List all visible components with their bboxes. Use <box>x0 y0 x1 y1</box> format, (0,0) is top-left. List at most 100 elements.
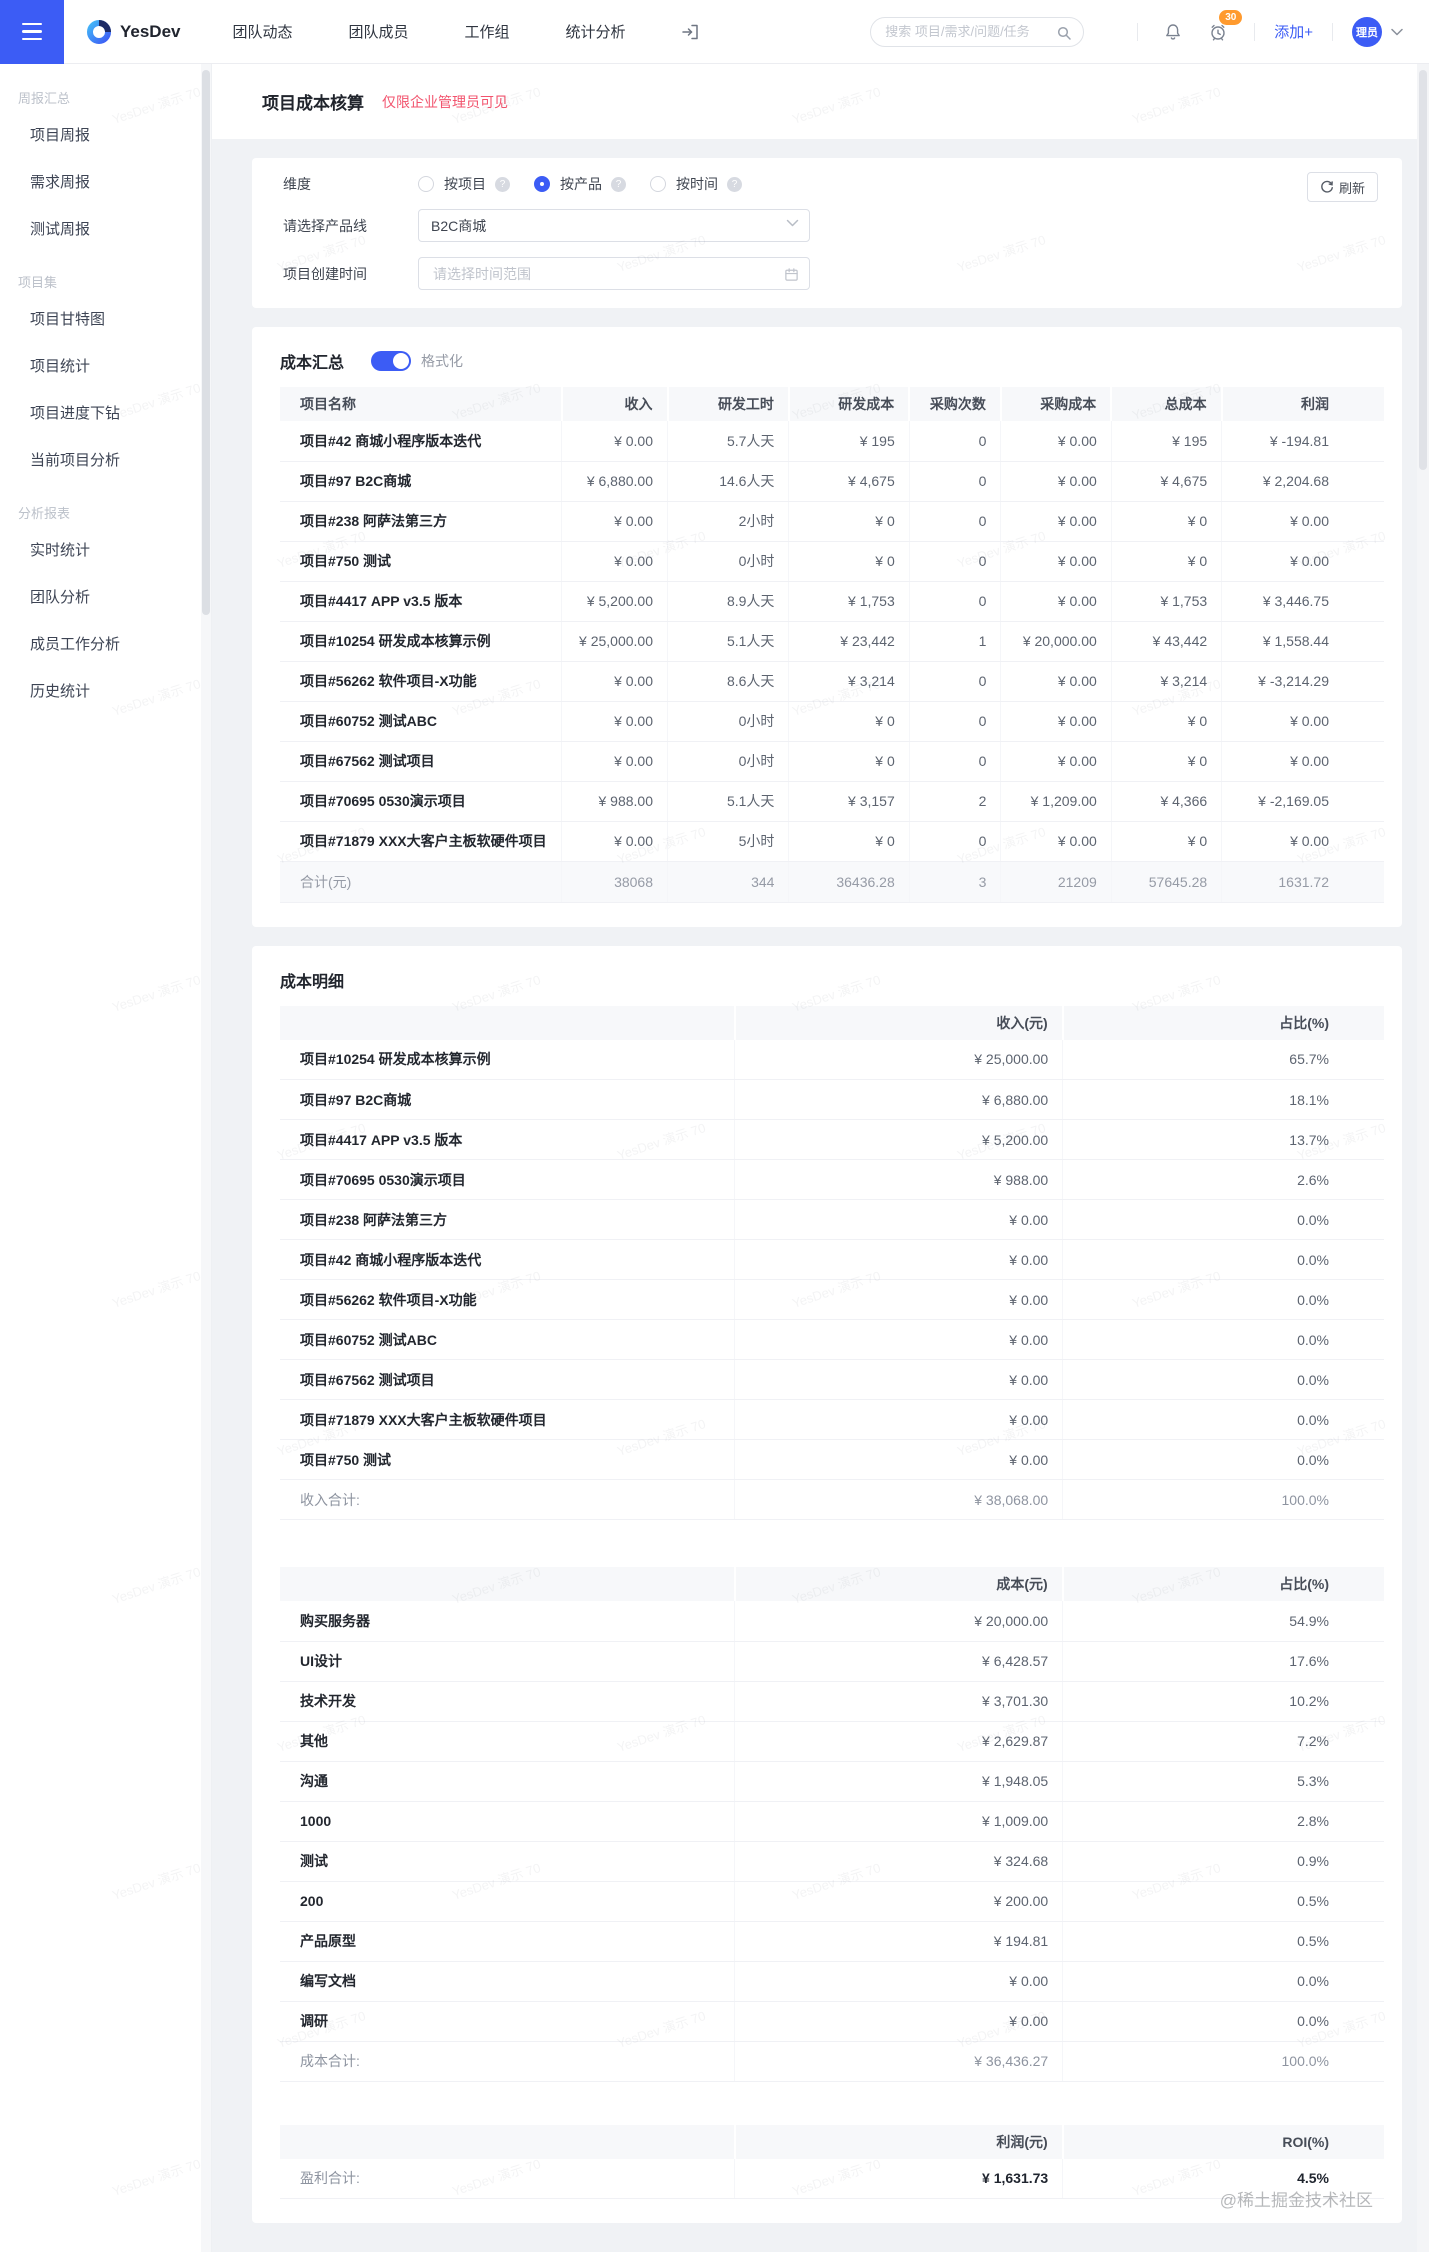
sidebar-item[interactable]: 项目周报 <box>30 127 91 144</box>
notification-bell-icon[interactable] <box>1163 22 1183 42</box>
table-cell: ¥ 0.00 <box>561 741 668 782</box>
column-header: 占比(%) <box>1062 1567 1384 1601</box>
table-cell: ¥ 0.00 <box>561 821 668 862</box>
sidebar-scrollbar-track[interactable] <box>201 64 211 2252</box>
sidebar-item[interactable]: 需求周报 <box>30 174 91 191</box>
table-row: 项目#10254 研发成本核算示例 ¥ 25,000.00 5.1人天 ¥ 23,44… <box>280 621 1384 662</box>
table-cell: 合计(元) <box>280 861 563 903</box>
table-cell: 2 <box>909 781 1002 822</box>
dimension-radio[interactable]: 按产品? <box>534 174 626 194</box>
table-header-row: 成本(元) 占比(%) <box>280 1567 1384 1601</box>
table-cell: 0小时 <box>667 741 790 782</box>
refresh-button[interactable]: 刷新 <box>1306 172 1378 202</box>
nav-menu-item[interactable]: 团队成员 <box>348 24 409 41</box>
nav-menu-item[interactable]: 统计分析 <box>565 24 626 41</box>
table-cell: 57645.28 <box>1111 861 1223 903</box>
table-cell: ¥ 0 <box>1111 821 1223 862</box>
table-cell: 0.5% <box>1062 1881 1384 1922</box>
table-cell: ¥ 5,200.00 <box>561 581 668 622</box>
time-row: 项目创建时间 <box>283 257 1378 290</box>
column-header: 项目名称 <box>280 387 563 421</box>
table-cell: ¥ 0.00 <box>561 501 668 542</box>
radio-icon[interactable] <box>418 176 434 192</box>
column-header: ROI(%) <box>1062 2124 1384 2159</box>
date-range-input[interactable] <box>418 257 810 290</box>
page-scrollbar-track[interactable] <box>1417 64 1429 2252</box>
table-header-row: 利润(元) ROI(%) <box>280 2124 1384 2159</box>
radio-icon[interactable] <box>650 176 666 192</box>
table-cell: ¥ 0 <box>788 541 910 582</box>
table-cell: ¥ -194.81 <box>1221 421 1384 462</box>
table-cell: ¥ 3,214 <box>1111 661 1223 702</box>
table-cell: ¥ 0.00 <box>734 1359 1064 1400</box>
sidebar-item[interactable]: 当前项目分析 <box>30 452 121 469</box>
table-cell: 5.3% <box>1062 1761 1384 1802</box>
table-cell: 其他 <box>280 1721 736 1762</box>
help-icon[interactable]: ? <box>727 176 742 192</box>
app-logo[interactable]: YesDev <box>86 19 181 45</box>
sidebar-item[interactable]: 项目统计 <box>30 358 91 375</box>
sidebar-item[interactable]: 项目甘特图 <box>30 311 106 328</box>
global-search[interactable] <box>870 16 1085 47</box>
radio-label: 按产品 <box>560 176 602 192</box>
table-row: 项目#4417 APP v3.5 版本 ¥ 5,200.00 8.9人天 ¥ 1,75… <box>280 581 1384 622</box>
format-toggle[interactable] <box>371 351 412 371</box>
exit-fullscreen-icon[interactable] <box>680 22 700 42</box>
table-row: 项目#10254 研发成本核算示例 ¥ 25,000.00 65.7% <box>280 1039 1384 1080</box>
help-icon[interactable]: ? <box>495 176 510 192</box>
help-icon[interactable]: ? <box>611 176 626 192</box>
sidebar-item[interactable]: 成员工作分析 <box>30 636 121 653</box>
table-cell: ¥ 1,753 <box>1111 581 1223 622</box>
date-range-field[interactable] <box>431 264 797 283</box>
sidebar-scrollbar-thumb[interactable] <box>202 70 210 615</box>
nav-menu-item[interactable]: 工作组 <box>464 24 510 41</box>
table-cell: 200 <box>280 1881 736 1922</box>
table-cell: ¥ 0.00 <box>1000 501 1112 542</box>
created-time-label: 项目创建时间 <box>283 265 367 282</box>
sidebar-item[interactable]: 测试周报 <box>30 221 91 238</box>
page-scrollbar-thumb[interactable] <box>1419 70 1427 470</box>
table-cell: ¥ 0.00 <box>1221 821 1384 862</box>
sidebar-item[interactable]: 实时统计 <box>30 542 91 559</box>
avatar[interactable]: 理员 <box>1352 16 1382 47</box>
navbar-right: 30 添加+ 理员 <box>870 9 1429 47</box>
reminder-clock-icon[interactable]: 30 <box>1207 9 1243 43</box>
user-menu[interactable]: 理员 <box>1352 16 1403 47</box>
sidebar-item[interactable]: 项目进度下钻 <box>30 405 121 422</box>
divider <box>1332 22 1333 41</box>
refresh-icon <box>1321 180 1333 193</box>
table-cell: ¥ 6,880.00 <box>734 1079 1064 1120</box>
table-cell: ¥ 3,214 <box>788 661 910 702</box>
table-row: 项目#70695 0530演示项目 ¥ 988.00 2.6% <box>280 1159 1384 1200</box>
table-cell: ¥ 4,366 <box>1111 781 1223 822</box>
table-cell: 收入合计: <box>280 1479 736 1520</box>
dimension-radio[interactable]: 按时间? <box>650 174 742 194</box>
product-line-select[interactable]: B2C商城 <box>418 209 810 242</box>
hamburger-menu-button[interactable] <box>0 0 64 64</box>
table-cell: 1 <box>909 621 1002 662</box>
table-header-row: 收入(元) 占比(%) <box>280 1005 1384 1040</box>
sidebar-item[interactable]: 团队分析 <box>30 589 91 606</box>
sidebar-item[interactable]: 历史统计 <box>30 683 91 700</box>
table-cell: 5小时 <box>667 821 790 862</box>
search-input[interactable] <box>871 17 1084 46</box>
add-button[interactable]: 添加+ <box>1274 24 1313 41</box>
table-cell: 0 <box>909 821 1002 862</box>
table-cell: ¥ 4,675 <box>1111 461 1223 502</box>
table-row: 1000 ¥ 1,009.00 2.8% <box>280 1801 1384 1842</box>
column-header: 利润 <box>1221 387 1384 421</box>
nav-menu-item[interactable]: 团队动态 <box>232 24 293 41</box>
table-cell: ¥ 5,200.00 <box>734 1119 1064 1160</box>
table-row: 项目#56262 软件项目-X功能 ¥ 0.00 8.6人天 ¥ 3,214 0 ¥ 0.… <box>280 661 1384 702</box>
radio-icon[interactable] <box>534 176 550 192</box>
dimension-radio-group: 按项目? 按产品? 按时间? <box>418 174 766 194</box>
table-total-row: 收入合计: ¥ 38,068.00 100.0% <box>280 1479 1384 1520</box>
table-cell: ¥ 0.00 <box>1221 741 1384 782</box>
table-cell: 项目#67562 测试项目 <box>280 741 563 782</box>
table-cell: ¥ 2,204.68 <box>1221 461 1384 502</box>
table-cell: ¥ 1,209.00 <box>1000 781 1112 822</box>
table-row: 项目#97 B2C商城 ¥ 6,880.00 14.6人天 ¥ 4,675 0 ¥ 0.0… <box>280 461 1384 502</box>
table-cell: ¥ 3,446.75 <box>1221 581 1384 622</box>
table-cell: 项目#97 B2C商城 <box>280 1079 736 1120</box>
dimension-radio[interactable]: 按项目? <box>418 174 510 194</box>
